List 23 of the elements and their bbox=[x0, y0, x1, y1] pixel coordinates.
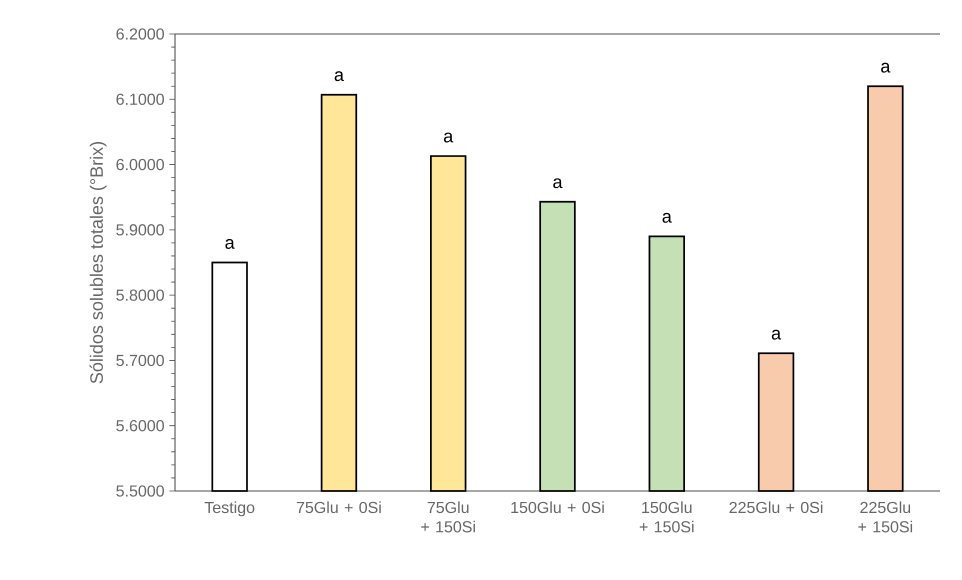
y-axis-title: Sólidos solubles totales (°Brix) bbox=[90, 142, 107, 384]
annotation: a bbox=[225, 239, 235, 249]
annotation: a bbox=[772, 330, 782, 340]
annotation: a bbox=[662, 212, 672, 223]
y-tick-label: 5.5000 bbox=[116, 485, 164, 497]
x-tick-label: 150Glu + 150Si bbox=[640, 501, 694, 532]
y-tick-label: 5.8000 bbox=[116, 289, 164, 301]
y-tick-label: 6.1000 bbox=[116, 94, 164, 105]
y-tick-label: 6.0000 bbox=[116, 158, 164, 170]
x-tick-label: 225Glu + 150Si bbox=[858, 501, 912, 532]
x-tick-label: 225Glu + 0Si bbox=[730, 501, 822, 514]
y-tick-label: 6.2000 bbox=[116, 28, 164, 40]
annotation: a bbox=[334, 71, 344, 82]
annotation: a bbox=[444, 132, 454, 142]
x-tick-label: 75Glu + 0Si bbox=[296, 501, 381, 514]
annotation: a bbox=[881, 62, 890, 73]
y-tick-label: 5.9000 bbox=[116, 224, 164, 236]
x-tick-label: 150Glu + 0Si bbox=[511, 501, 604, 514]
y-tick-label: 5.7000 bbox=[116, 354, 164, 366]
annotation: a bbox=[553, 178, 563, 188]
y-tick-label: 5.6000 bbox=[116, 420, 164, 432]
x-tick-label: 75Glu + 150Si bbox=[421, 501, 475, 532]
x-tick-label: Testigo bbox=[204, 501, 254, 516]
